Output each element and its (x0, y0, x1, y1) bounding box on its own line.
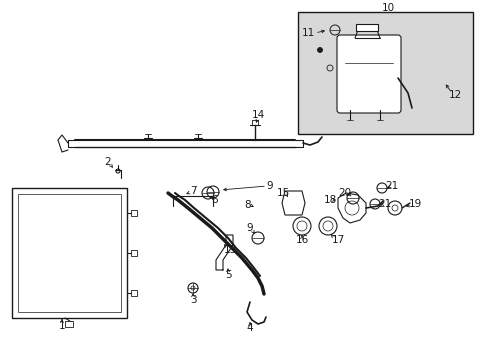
FancyBboxPatch shape (336, 35, 400, 113)
Text: 4: 4 (246, 323, 253, 333)
Bar (297, 12, 472, 134)
Text: 11: 11 (301, 28, 314, 38)
Bar (131, 290, 137, 296)
Text: 10: 10 (381, 3, 394, 13)
Bar (12, 188, 127, 318)
Text: 7: 7 (189, 186, 196, 196)
Text: 9: 9 (246, 223, 253, 233)
Text: 15: 15 (276, 188, 289, 198)
Text: 16: 16 (295, 235, 308, 245)
Text: 9: 9 (266, 181, 273, 191)
Text: 13: 13 (223, 245, 236, 255)
Bar (355, 24, 377, 31)
Text: 2: 2 (104, 157, 111, 167)
Text: 20: 20 (338, 188, 351, 198)
Text: 19: 19 (407, 199, 421, 209)
Text: 17: 17 (331, 235, 344, 245)
Text: 5: 5 (224, 270, 231, 280)
Bar (18, 194, 121, 312)
Text: 21: 21 (385, 181, 398, 191)
Text: 18: 18 (323, 195, 336, 205)
Text: 14: 14 (251, 110, 264, 120)
Bar (131, 250, 137, 256)
Text: 12: 12 (447, 90, 461, 100)
Bar (131, 210, 137, 216)
Circle shape (317, 48, 322, 53)
Text: 8: 8 (244, 200, 251, 210)
Text: 21: 21 (378, 199, 391, 209)
Text: 1: 1 (59, 321, 65, 331)
Text: 3: 3 (189, 295, 196, 305)
Text: 6: 6 (211, 195, 218, 205)
Bar (65, 321, 73, 327)
